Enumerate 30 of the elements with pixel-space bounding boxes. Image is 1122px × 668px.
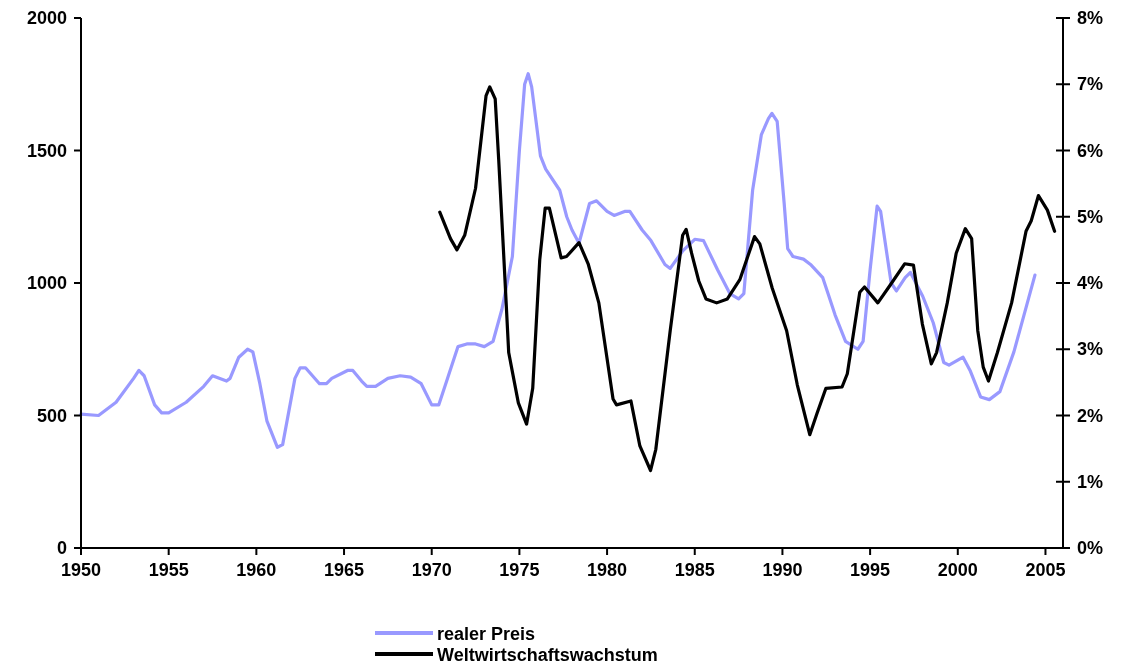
y2-tick-label: 3% [1077,339,1104,360]
y-tick-label: 500 [36,405,67,426]
y2-tick-label: 8% [1077,8,1104,28]
y2-tick-label: 6% [1077,140,1104,161]
y2-tick-label: 5% [1077,206,1104,227]
x-tick-label: 1990 [762,560,803,580]
y2-tick-label: 2% [1077,405,1104,426]
x-tick-label: 1995 [850,560,891,580]
x-tick-label: 1985 [674,560,715,580]
y2-tick-label: 7% [1077,74,1104,95]
x-tick-label: 1965 [324,560,365,580]
x-tick-label: 1960 [236,560,277,580]
x-tick-label: 1980 [587,560,628,580]
y-tick-label: 2000 [26,8,67,28]
x-tick-label: 1975 [499,560,540,580]
line-series [79,72,1037,449]
y-tick-label: 0 [56,538,67,558]
y-tick-label: 1000 [26,273,67,293]
y2-tick-label: 1% [1077,471,1104,492]
y2-tick-label: 4% [1077,273,1104,293]
x-tick-label: 2005 [1025,560,1066,580]
y-tick-label: 1500 [26,140,67,161]
y2-tick-label: 0% [1077,538,1104,558]
legend-label: realer Preis [437,624,536,644]
x-tick-label: 1950 [60,560,102,580]
legend-label: Weltwirtschaftswachstum [437,645,658,665]
x-tick-label: 2000 [937,560,978,580]
x-tick-label: 1955 [148,560,189,580]
line-series [438,85,1057,473]
x-tick-label: 1970 [411,560,452,580]
